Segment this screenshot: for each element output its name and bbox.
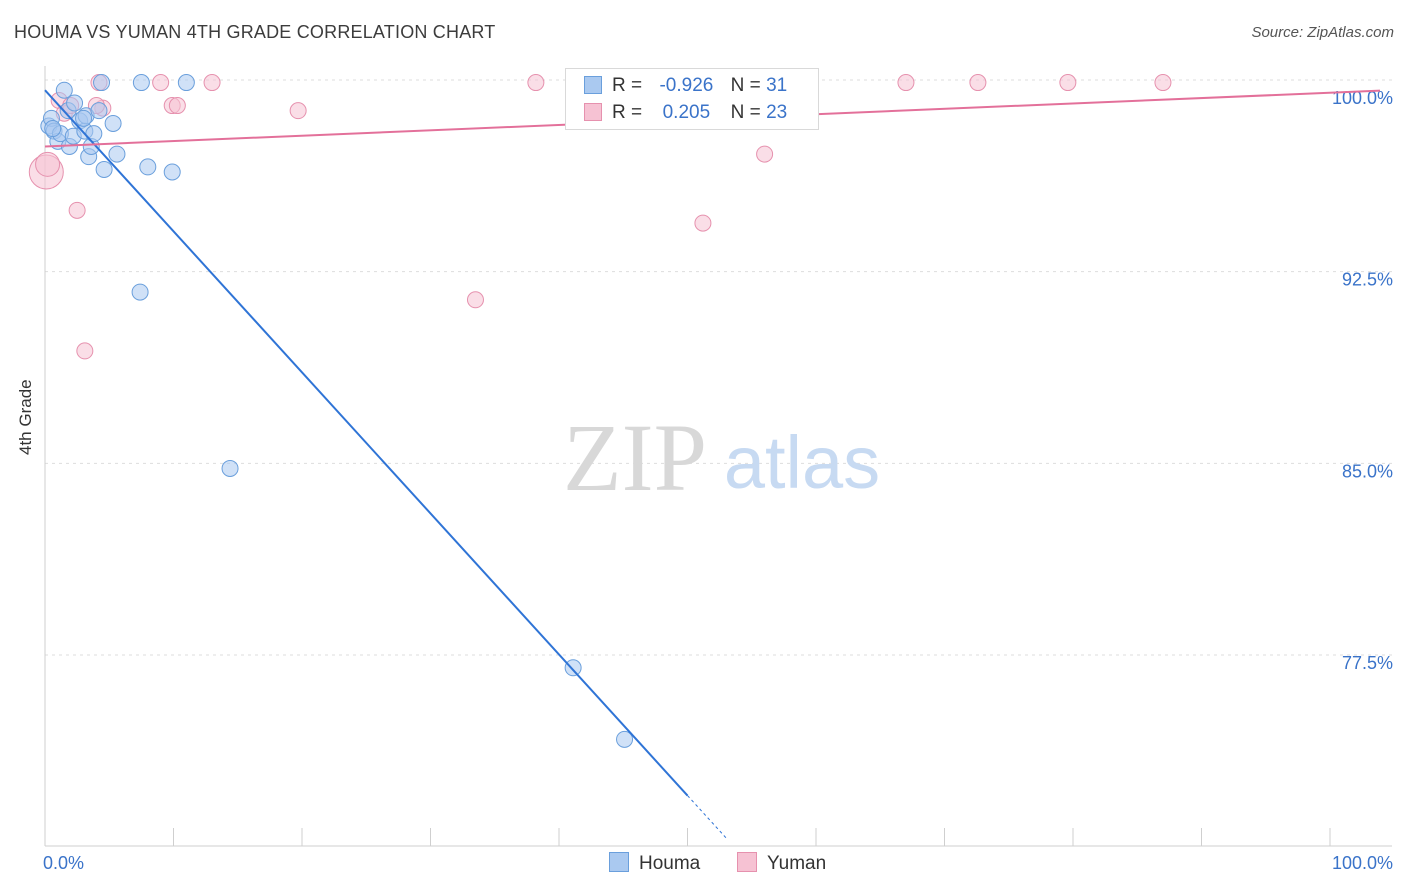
legend-row-yuman: R = 0.205 N = 23 [584,102,787,126]
y-tick-label: 92.5% [1342,270,1393,290]
correlation-legend: R = -0.926 N = 31 R = 0.205 N = 23 [565,68,819,130]
x-tick-label: 0.0% [43,853,84,873]
legend-yuman[interactable]: Yuman [737,852,826,875]
axes [44,66,1392,847]
houma-point [44,120,62,138]
houma-r-value: -0.926 [659,75,714,96]
yuman-point [152,74,170,92]
watermark-zip: ZIP [563,404,707,511]
yuman-points [28,74,1172,360]
houma-point [55,81,73,99]
yuman-swatch [584,103,602,121]
yuman-point [527,74,545,92]
yuman-r-label: R = [612,102,643,123]
yuman-n-label: N = [730,102,761,123]
yuman-point [289,102,307,120]
grid [45,79,1392,656]
houma-point [132,74,150,92]
watermark-atlas: atlas [724,421,880,504]
houma-trend-line [44,89,689,797]
y-tick-label: 85.0% [1342,461,1393,481]
yuman-point [68,201,86,219]
houma-legend-swatch [609,852,629,872]
houma-trend-extension [687,795,727,839]
yuman-point [1059,74,1077,92]
yuman-point [897,74,915,92]
yuman-point [694,214,712,232]
houma-legend-label: Houma [639,853,701,874]
houma-point [95,160,113,178]
houma-point [564,659,582,677]
chart-title: HOUMA VS YUMAN 4TH GRADE CORRELATION CHA… [14,22,496,42]
houma-point [75,109,93,127]
yuman-r-value: 0.205 [662,102,711,123]
yuman-point [1154,74,1172,92]
houma-point [616,730,634,748]
houma-n-value: 31 [766,75,788,96]
houma-point [90,102,108,120]
houma-point [221,459,239,477]
x-tick-label: 100.0% [1332,853,1393,873]
yuman-point [466,291,484,309]
houma-point [85,125,103,143]
houma-swatch [584,76,602,94]
houma-point [177,74,195,92]
houma-point [131,283,149,301]
y-axis-label: 4th Grade [16,379,35,455]
y-tick-label: 77.5% [1342,653,1393,673]
trend-lines [44,89,1381,839]
yuman-legend-swatch [737,852,757,872]
yuman-point [76,342,94,360]
houma-points [40,74,634,748]
yuman-point [168,97,186,115]
houma-point [108,145,126,163]
legend-houma[interactable]: Houma [609,852,700,875]
yuman-legend-label: Yuman [767,853,827,874]
yuman-point [756,145,774,163]
legend-row-houma: R = -0.926 N = 31 [584,75,787,99]
tick-labels: 77.5%85.0%92.5%100.0%0.0% 100.0% [43,88,1393,873]
houma-point [66,94,84,112]
houma-point [93,74,111,92]
yuman-n-value: 23 [766,102,788,123]
houma-point [163,163,181,181]
yuman-point [35,151,61,177]
houma-r-label: R = [612,75,643,96]
source-label: Source: ZipAtlas.com [1251,24,1394,41]
yuman-point [203,74,221,92]
houma-point [139,158,157,176]
yuman-point [969,74,987,92]
houma-point [104,114,122,132]
houma-n-label: N = [730,75,761,96]
